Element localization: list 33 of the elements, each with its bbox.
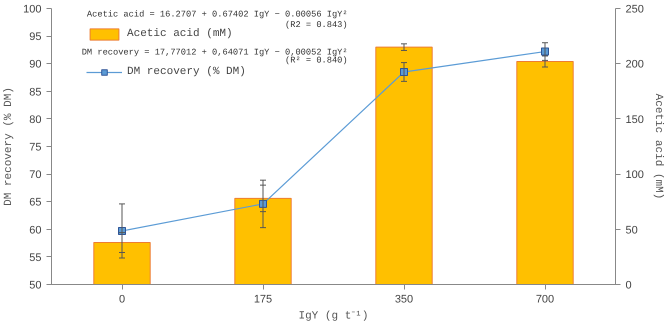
legend-label: DM recovery (% DM) bbox=[127, 66, 246, 78]
y-tick-label: 65 bbox=[29, 196, 42, 209]
y-tick-label: 75 bbox=[29, 142, 42, 154]
y-tick-label: 50 bbox=[29, 280, 42, 292]
annotation: (R2 = 0.843) bbox=[285, 20, 348, 30]
y-tick-label: 100 bbox=[23, 4, 42, 16]
x-axis-title: IgY (g t⁻¹) bbox=[298, 310, 369, 322]
y2-tick-label: 50 bbox=[626, 224, 638, 236]
y2-tick-label: 200 bbox=[626, 58, 644, 71]
bar bbox=[93, 242, 151, 284]
y-tick-label: 70 bbox=[29, 169, 42, 182]
y-tick-label: 90 bbox=[29, 58, 42, 71]
bar bbox=[234, 198, 292, 284]
bar bbox=[375, 46, 433, 284]
bar bbox=[516, 60, 574, 284]
y2-tick-label: 0 bbox=[626, 280, 632, 292]
x-tick-label: 175 bbox=[254, 294, 272, 306]
y-axis-title: DM recovery (% DM) bbox=[3, 87, 16, 206]
x-tick-label: 0 bbox=[118, 294, 126, 306]
y-tick-label: 60 bbox=[29, 224, 42, 236]
y2-tick-label: 250 bbox=[626, 4, 644, 16]
x-tick-label: 700 bbox=[536, 294, 554, 306]
annotation: Acetic acid = 16.2707 + 0.67402 IgY − 0.00056 IgY² bbox=[86, 10, 348, 20]
y2-tick-label: 150 bbox=[626, 114, 644, 126]
legend-label: Acetic acid (mM) bbox=[127, 28, 233, 40]
y-tick-label: 85 bbox=[29, 86, 42, 98]
y-tick-label: 55 bbox=[29, 252, 42, 264]
y-tick-label: 95 bbox=[29, 31, 42, 44]
x-tick-label: 350 bbox=[394, 294, 414, 306]
y2-axis-title: Acetic acid (mM) bbox=[652, 94, 664, 200]
y-tick-label: 80 bbox=[29, 114, 42, 126]
annotation: (R² = 0.840) bbox=[285, 55, 348, 66]
y2-tick-label: 100 bbox=[626, 169, 644, 182]
